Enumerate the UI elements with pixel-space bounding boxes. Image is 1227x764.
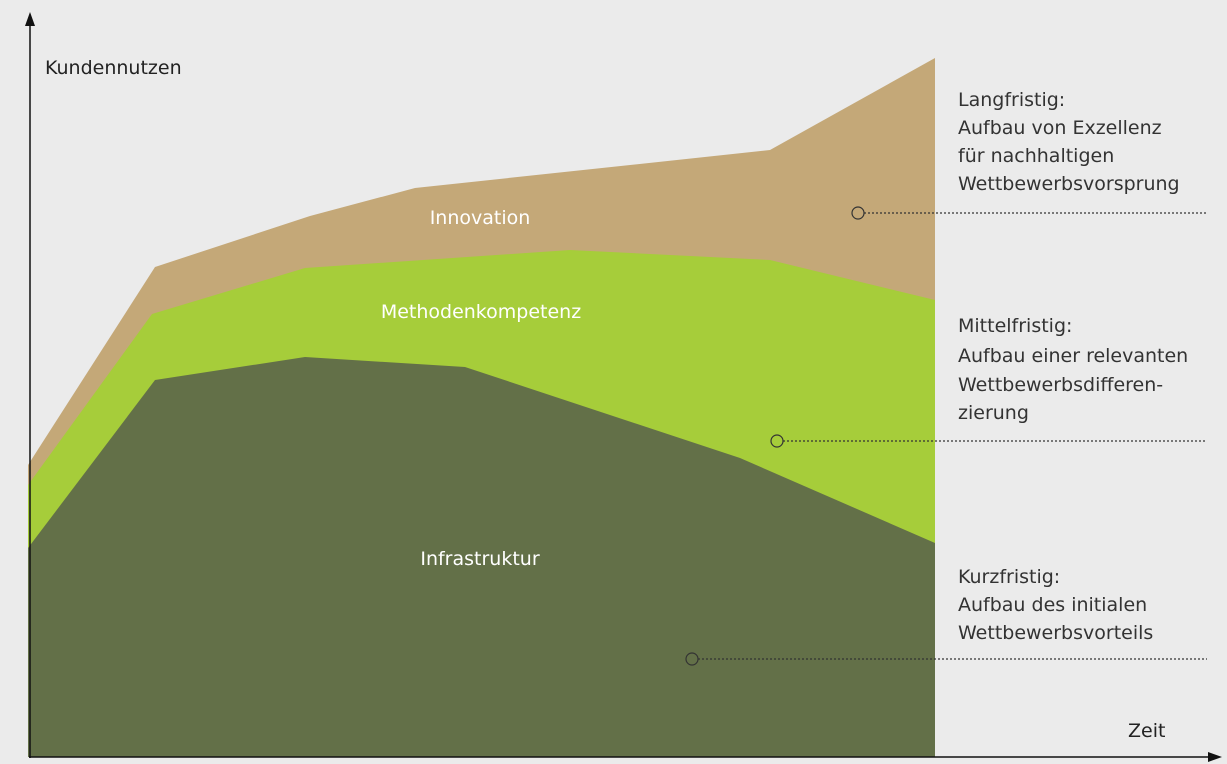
note-line: zierung	[958, 402, 1029, 424]
y-axis-label: Kundennutzen	[45, 57, 182, 79]
note: Langfristig: Aufbau von Exzellenz für na…	[958, 89, 1180, 195]
note-line: Wettbewerbsdifferen-	[958, 374, 1163, 396]
note: Mittelfristig: Aufbau einer relevanten W…	[958, 315, 1188, 424]
connectors	[685, 206, 1207, 666]
note-line: Wettbewerbsvorsprung	[958, 173, 1180, 195]
infrastruktur-area	[28, 357, 935, 757]
y-axis-arrow	[25, 12, 35, 26]
note-line: Kurzfristig:	[958, 566, 1060, 588]
note-line: Aufbau von Exzellenz	[958, 117, 1162, 139]
note: Kurzfristig: Aufbau des initialen Wettbe…	[958, 566, 1153, 644]
note-line: für nachhaltigen	[958, 145, 1114, 167]
note-line: Langfristig:	[958, 89, 1065, 111]
note-line: Mittelfristig:	[958, 315, 1072, 337]
note-line: Aufbau einer relevanten	[958, 345, 1188, 367]
area-label: Infrastruktur	[420, 548, 539, 570]
area-label: Innovation	[430, 207, 531, 229]
x-axis-arrow	[1208, 752, 1222, 762]
note-line: Wettbewerbsvorteils	[958, 622, 1153, 644]
note-line: Aufbau des initialen	[958, 594, 1147, 616]
x-axis-label: Zeit	[1128, 720, 1165, 742]
area-label: Methodenkompetenz	[381, 301, 581, 323]
